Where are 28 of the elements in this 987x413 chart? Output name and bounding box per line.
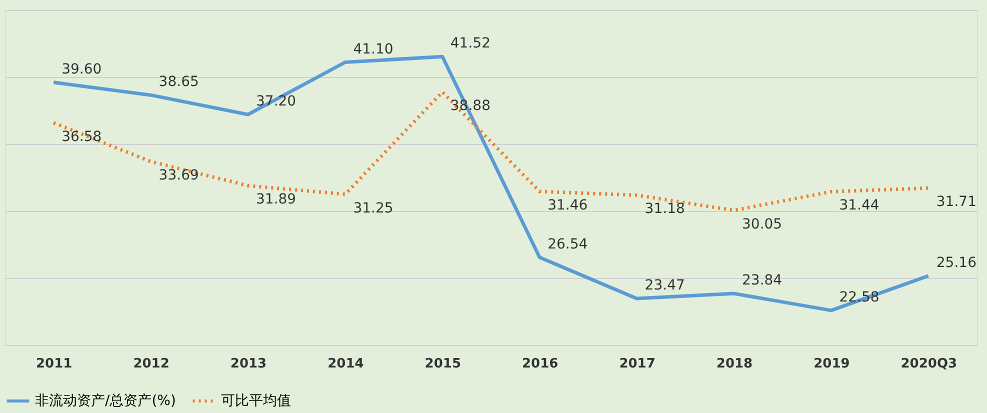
data-label: 31.46 [548,197,588,214]
data-label: 41.52 [450,36,490,52]
x-tick-label: 2017 [619,356,656,372]
x-tick-label: 2011 [36,356,72,372]
data-label: 31.44 [839,198,880,214]
legend-label: 可比平均值 [221,393,291,409]
x-tick-label: 2015 [424,356,461,372]
x-tick-label: 2016 [522,356,558,372]
data-label: 39.60 [62,61,102,78]
data-label: 41.10 [353,41,394,58]
data-label: 23.47 [644,278,685,294]
data-label: 23.84 [742,272,782,289]
data-label: 26.54 [548,236,588,252]
legend-label: 非流动资产/总资产(%) [35,393,176,409]
data-label: 31.71 [936,194,976,210]
x-tick-label: 2014 [328,356,364,372]
data-label: 38.65 [158,74,199,90]
x-tick-label: 2018 [716,356,753,372]
x-tick-label: 2012 [133,356,170,372]
data-label: 31.89 [256,192,296,208]
x-tick-label: 2019 [814,356,850,372]
data-label: 25.16 [936,254,977,271]
x-tick-label: 2013 [230,356,267,372]
data-label: 30.05 [742,216,782,232]
x-tick-label: 2020Q3 [900,356,958,372]
data-label: 31.18 [644,201,685,218]
data-label: 31.25 [353,200,394,216]
data-label: 33.69 [158,168,199,184]
